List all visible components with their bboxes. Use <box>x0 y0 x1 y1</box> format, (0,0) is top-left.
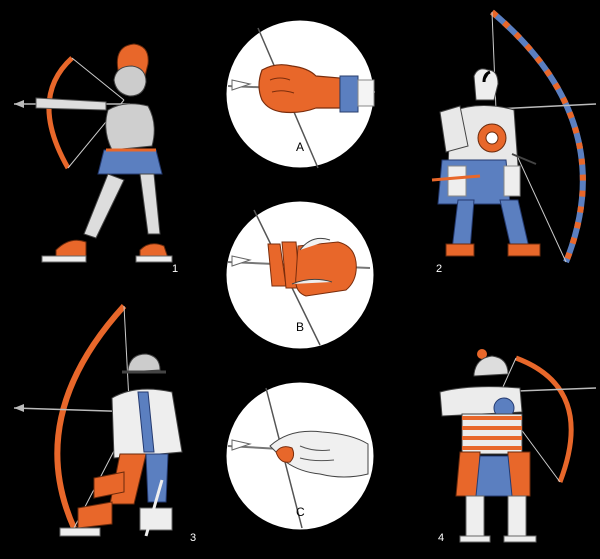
grip-b-circle <box>225 200 375 350</box>
archer-figure-1 <box>14 43 173 263</box>
figure-3-label: 3 <box>190 532 197 544</box>
figure-1-label: 1 <box>172 263 179 275</box>
archer-figure-3 <box>13 303 183 537</box>
figure-4-label: 4 <box>438 532 445 544</box>
archer-figure-2 <box>431 9 597 264</box>
grip-b-label: B <box>296 320 305 334</box>
grip-c-circle <box>225 381 375 531</box>
grip-a-circle <box>225 19 376 169</box>
grip-c-label: C <box>296 505 305 519</box>
archer-figure-4 <box>439 349 597 543</box>
grip-a-label: A <box>296 140 305 154</box>
figure-2-label: 2 <box>436 263 443 275</box>
